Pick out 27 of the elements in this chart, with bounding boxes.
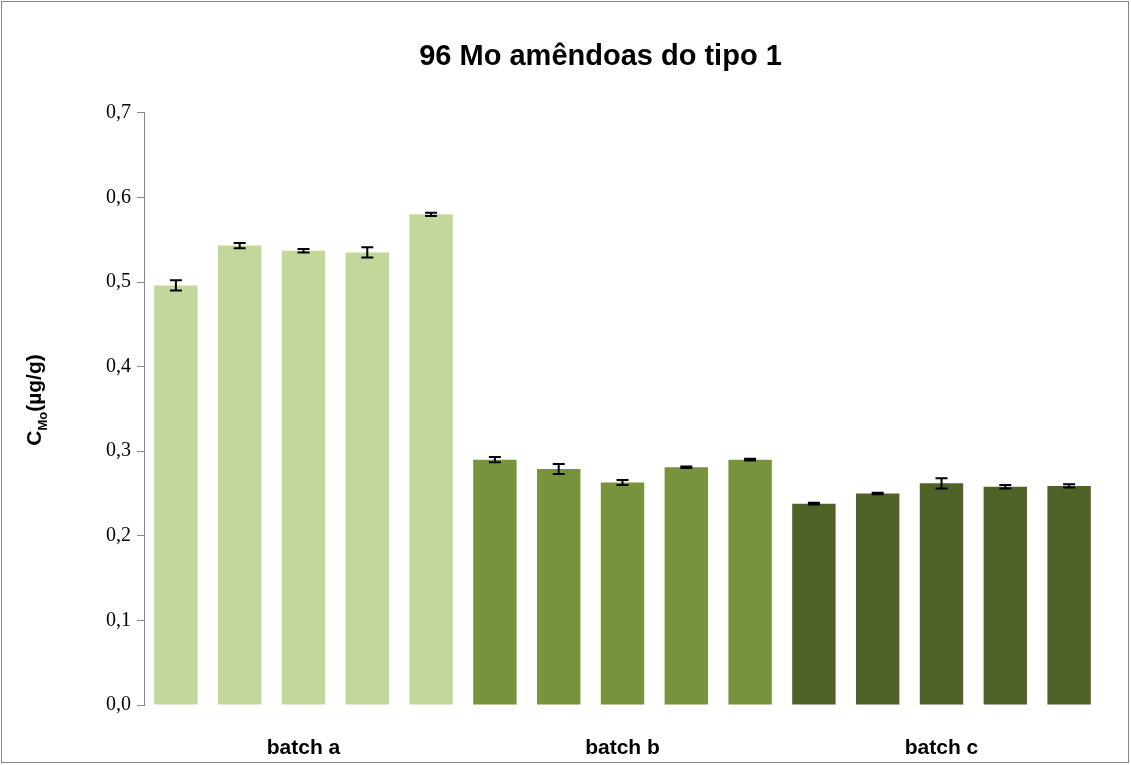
y-tick-label: 0,4 <box>106 353 131 376</box>
bar <box>345 252 389 705</box>
y-tick-label: 0,3 <box>106 438 131 461</box>
bar <box>600 482 645 705</box>
y-tick-label: 0,1 <box>106 607 131 630</box>
y-tick-label: 0,2 <box>106 523 131 546</box>
bar <box>664 467 708 705</box>
text: batch b <box>585 734 660 758</box>
bar <box>473 459 517 705</box>
bar <box>1047 485 1091 705</box>
bar <box>983 486 1027 705</box>
y-tick-label: 0,6 <box>106 184 131 207</box>
bar <box>856 493 900 705</box>
bar <box>728 459 772 705</box>
y-tick-label: 0,7 <box>106 100 131 123</box>
y-tick-label: 0,0 <box>106 692 131 715</box>
bar <box>919 483 964 705</box>
bar <box>154 285 198 705</box>
text: batch c <box>904 734 979 758</box>
text: batch a <box>266 734 341 758</box>
chart-title: 96 Mo amêndoas do tipo 1 <box>419 39 782 72</box>
bar <box>409 214 453 705</box>
bar <box>792 503 836 705</box>
y-tick-label: 0,5 <box>106 269 131 292</box>
bar <box>537 468 581 705</box>
bar <box>281 250 326 705</box>
bar <box>218 245 262 705</box>
